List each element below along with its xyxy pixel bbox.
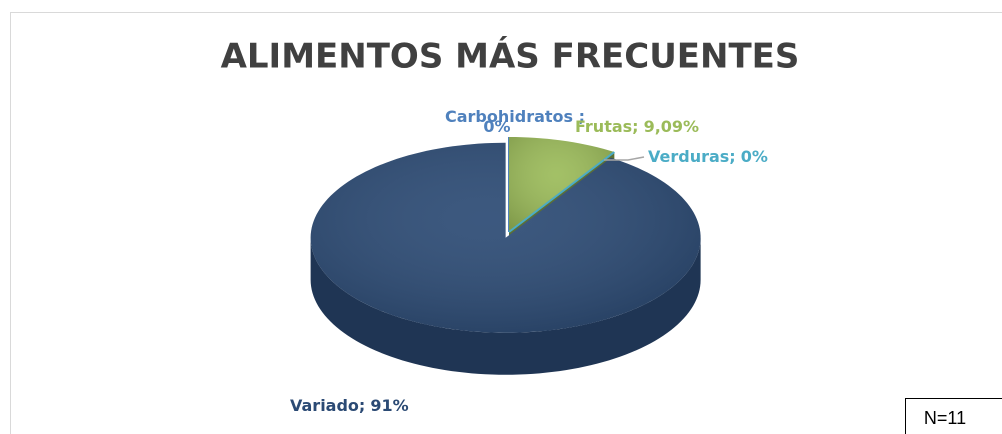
annotation-box — [905, 398, 1002, 434]
annotation: N=11 — [924, 408, 966, 428]
data-label-value: 9,09% — [644, 117, 700, 136]
slice-shade — [310, 142, 701, 333]
slice-side — [310, 237, 701, 375]
data-label-name: Verduras; — [648, 147, 736, 166]
data-label-name: Frutas; — [575, 117, 639, 136]
slice — [508, 151, 615, 233]
data-label-name: Variado; — [290, 396, 365, 415]
data-label: Variado; 91% — [290, 396, 409, 415]
data-label: Verduras; 0% — [648, 147, 768, 166]
data-label: Carbohidratos ; 0% — [445, 107, 585, 136]
data-label-value: 0% — [483, 117, 510, 136]
leader-line — [604, 156, 645, 161]
data-label-name: Carbohidratos ; — [445, 107, 585, 126]
data-label: Frutas; 9,09% — [575, 117, 699, 136]
data-label-value: 91% — [370, 396, 408, 415]
chart-title: ALIMENTOS MÁS FRECUENTES — [221, 36, 800, 77]
slice-shade — [509, 137, 615, 232]
data-label-value: 0% — [741, 147, 768, 166]
